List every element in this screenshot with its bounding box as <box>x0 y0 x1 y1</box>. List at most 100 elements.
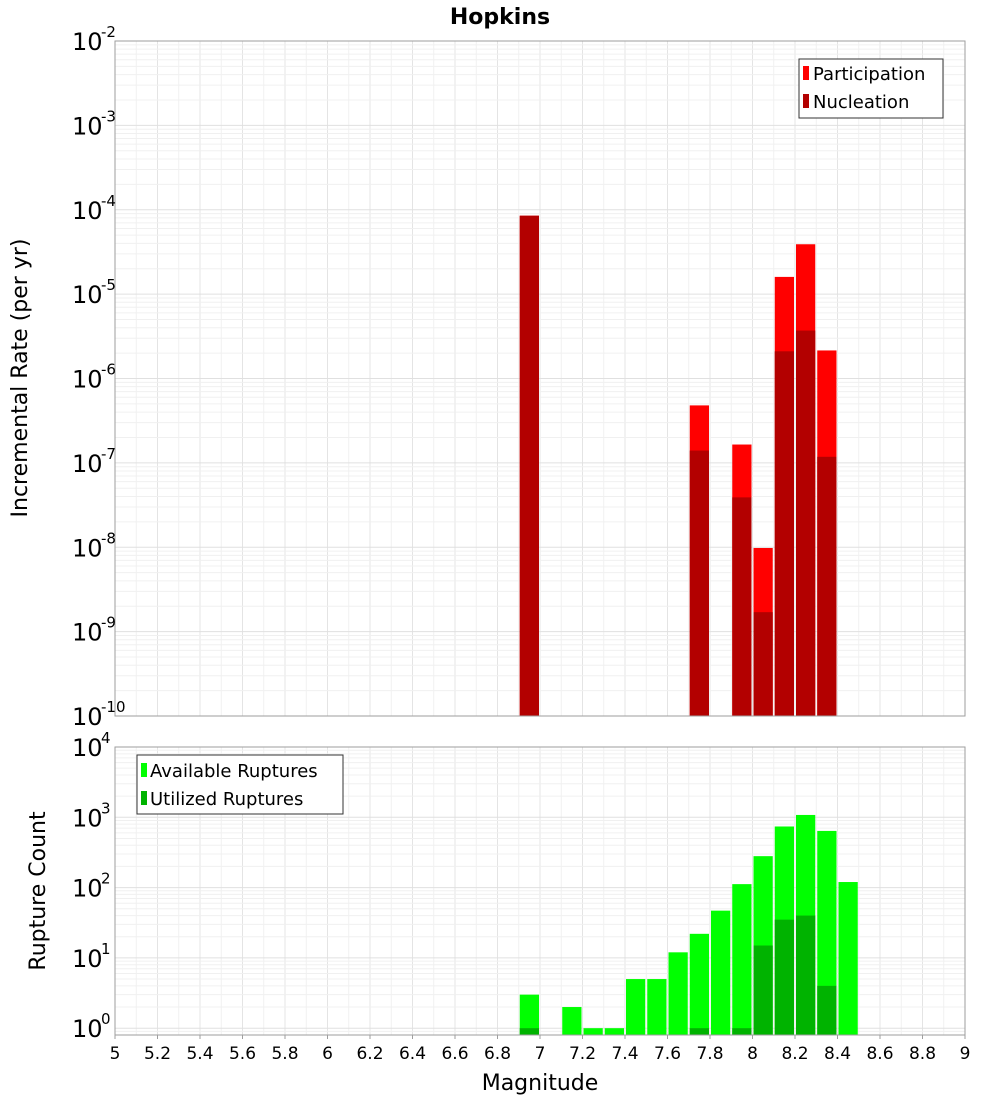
x-tick-label: 8.6 <box>866 1044 893 1064</box>
bar-available-ruptures-8.35 <box>817 830 837 1035</box>
bottom-y-axis-label: Rupture Count <box>26 811 51 971</box>
bar-nucleation-8.05 <box>753 612 773 716</box>
x-ticks: 5 5.2 5.4 5.6 5.8 6 6.2 6.4 6.6 6.8 7 7.2 7.4 7.6 7.8 8… <box>110 1035 971 1064</box>
bar-available-ruptures-7.65 <box>668 952 688 1035</box>
y-tick-exponent: -6 <box>101 361 116 379</box>
bar-nucleation-6.95 <box>519 215 539 717</box>
y-tick-label: 10 <box>72 734 103 762</box>
x-tick-label: 6.6 <box>441 1044 468 1064</box>
x-tick-label: 7.4 <box>611 1044 638 1064</box>
y-tick-label: 10 <box>72 281 103 309</box>
x-tick-label: 5.8 <box>271 1044 298 1064</box>
bar-utilized-ruptures-6.95 <box>519 1028 539 1035</box>
bottom-legend: Available Ruptures Utilized Ruptures <box>136 754 344 815</box>
y-tick-label: 10 <box>72 366 103 394</box>
x-tick-label: 6.8 <box>484 1044 511 1064</box>
bar-available-ruptures-7.25 <box>583 1028 603 1035</box>
y-tick-exponent: 1 <box>101 940 111 958</box>
y-tick-label: 10 <box>72 112 103 140</box>
x-axis-label: Magnitude <box>482 1071 599 1096</box>
y-tick-exponent: 0 <box>101 1010 111 1028</box>
y-tick-label: 10 <box>72 1015 103 1043</box>
x-tick-label: 7.6 <box>654 1044 681 1064</box>
bar-available-ruptures-7.55 <box>647 979 667 1035</box>
x-tick-label: 5.2 <box>144 1044 171 1064</box>
legend-label-participation: Participation <box>813 64 925 85</box>
top-bars <box>519 215 837 717</box>
x-tick-label: 8.8 <box>909 1044 936 1064</box>
legend-swatch-available <box>141 763 147 777</box>
bar-available-ruptures-7.85 <box>711 910 731 1035</box>
bottom-bars <box>519 814 858 1035</box>
legend-swatch-participation <box>803 66 809 80</box>
y-tick-exponent: -10 <box>101 698 126 716</box>
y-tick-exponent: -5 <box>101 276 116 294</box>
bar-nucleation-7.95 <box>732 497 752 716</box>
y-tick-label: 10 <box>72 28 103 56</box>
x-tick-label: 5.6 <box>229 1044 256 1064</box>
bar-available-ruptures-7.45 <box>626 979 646 1035</box>
bar-utilized-ruptures-8.25 <box>796 915 816 1035</box>
y-tick-exponent: -9 <box>101 614 116 632</box>
bar-available-ruptures-8.45 <box>838 882 858 1035</box>
top-gridlines <box>114 41 966 717</box>
bar-utilized-ruptures-7.95 <box>732 1028 752 1035</box>
legend-label-available: Available Ruptures <box>150 761 318 782</box>
legend-label-nucleation: Nucleation <box>813 92 909 113</box>
y-tick-label: 10 <box>72 804 103 832</box>
bar-nucleation-8.35 <box>817 456 837 716</box>
y-tick-exponent: -3 <box>101 107 116 125</box>
x-tick-label: 7.8 <box>696 1044 723 1064</box>
y-tick-label: 10 <box>72 945 103 973</box>
bar-nucleation-7.75 <box>689 450 709 716</box>
y-tick-label: 10 <box>72 619 103 647</box>
x-tick-label: 7.2 <box>569 1044 596 1064</box>
y-tick-label: 10 <box>72 197 103 225</box>
x-tick-label: 5 <box>110 1044 121 1064</box>
y-tick-label: 10 <box>72 450 103 478</box>
legend-swatch-utilized <box>141 791 147 805</box>
bar-available-ruptures-6.95 <box>519 994 539 1035</box>
bar-utilized-ruptures-8.15 <box>774 919 794 1035</box>
x-tick-label: 6.2 <box>356 1044 383 1064</box>
bar-nucleation-8.15 <box>774 351 794 716</box>
bottom-legend-box <box>136 754 344 815</box>
y-tick-exponent: -4 <box>101 192 116 210</box>
x-tick-label: 8.2 <box>781 1044 808 1064</box>
y-tick-exponent: -2 <box>101 23 116 41</box>
x-tick-label: 8.4 <box>824 1044 851 1064</box>
top-plot-frame <box>114 40 966 717</box>
x-tick-label: 6.4 <box>399 1044 426 1064</box>
top-y-axis-label: Incremental Rate (per yr) <box>8 239 33 518</box>
bar-available-ruptures-7.75 <box>689 933 709 1035</box>
bar-utilized-ruptures-8.05 <box>753 945 773 1035</box>
legend-label-utilized: Utilized Ruptures <box>150 789 303 810</box>
x-tick-label: 8 <box>747 1044 758 1064</box>
legend-swatch-nucleation <box>803 94 809 108</box>
y-tick-exponent: 3 <box>101 799 111 817</box>
y-tick-label: 10 <box>72 703 103 731</box>
bar-available-ruptures-7.15 <box>562 1007 582 1035</box>
x-tick-label: 9 <box>960 1044 971 1064</box>
y-tick-exponent: 2 <box>101 870 111 888</box>
bar-nucleation-8.25 <box>796 330 816 716</box>
x-tick-label: 6 <box>322 1044 333 1064</box>
y-tick-exponent: 4 <box>101 729 111 747</box>
y-tick-exponent: -7 <box>101 445 116 463</box>
top-legend-box <box>798 58 944 119</box>
chart-title: Hopkins <box>450 5 550 30</box>
top-legend: Participation Nucleation <box>798 58 944 119</box>
y-tick-exponent: -8 <box>101 529 116 547</box>
bar-utilized-ruptures-8.35 <box>817 985 837 1035</box>
bar-utilized-ruptures-7.75 <box>689 1028 709 1035</box>
y-tick-label: 10 <box>72 534 103 562</box>
bar-available-ruptures-7.35 <box>604 1028 624 1035</box>
y-tick-label: 10 <box>72 875 103 903</box>
x-tick-label: 7 <box>535 1044 546 1064</box>
x-tick-label: 5.4 <box>186 1044 213 1064</box>
